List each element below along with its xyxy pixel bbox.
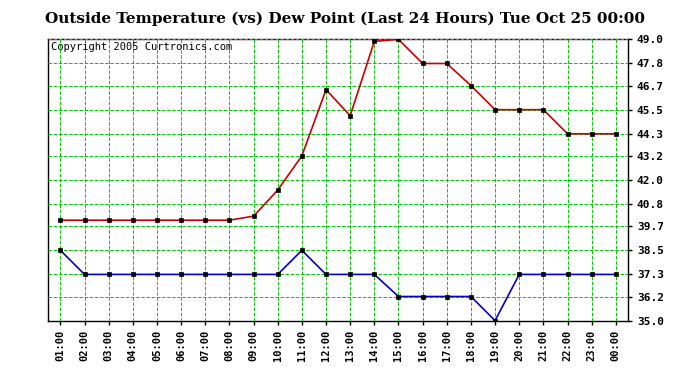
Text: Copyright 2005 Curtronics.com: Copyright 2005 Curtronics.com <box>51 42 233 52</box>
Text: Outside Temperature (vs) Dew Point (Last 24 Hours) Tue Oct 25 00:00: Outside Temperature (vs) Dew Point (Last… <box>45 11 645 26</box>
